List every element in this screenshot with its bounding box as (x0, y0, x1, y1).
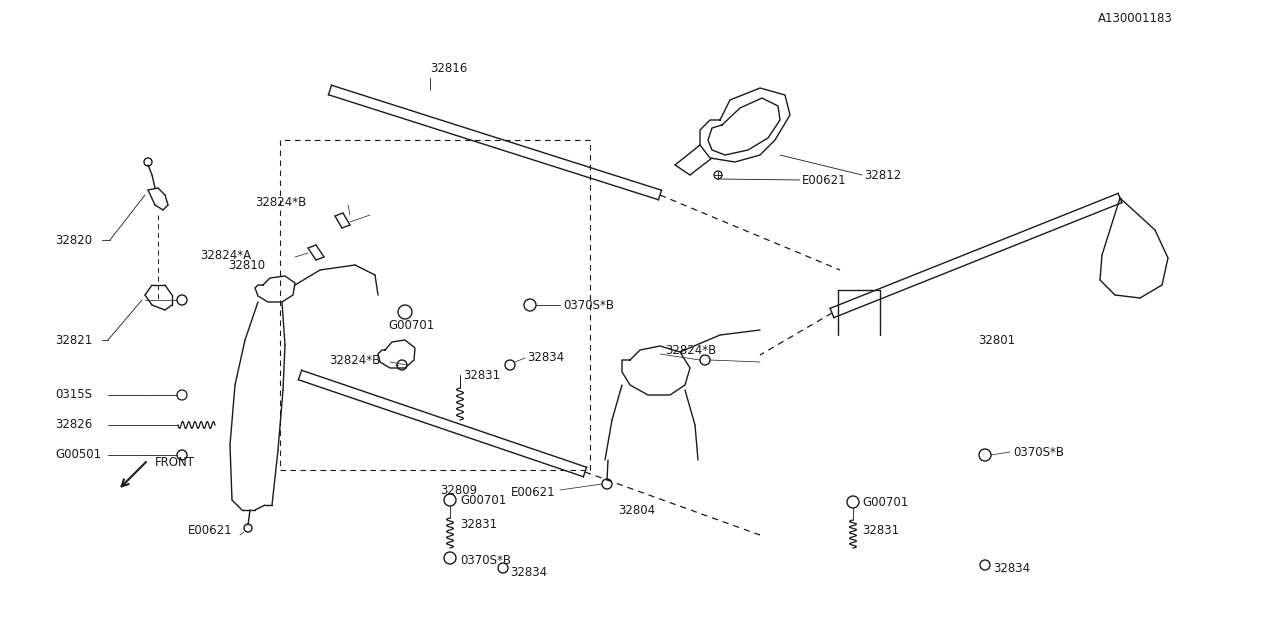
Text: G00701: G00701 (388, 319, 434, 332)
Text: 32834: 32834 (993, 561, 1030, 575)
Text: A130001183: A130001183 (1098, 12, 1172, 24)
Text: G00701: G00701 (460, 493, 507, 506)
Text: 0370S*B: 0370S*B (460, 554, 511, 566)
Text: 0370S*B: 0370S*B (1012, 445, 1064, 458)
Text: 32824*B: 32824*B (329, 353, 380, 367)
Text: 32801: 32801 (978, 333, 1015, 346)
Text: 32824*B: 32824*B (255, 195, 306, 209)
Text: G00701: G00701 (861, 497, 909, 509)
Text: 0370S*B: 0370S*B (563, 298, 614, 312)
Text: 32810: 32810 (228, 259, 265, 271)
Text: E00621: E00621 (803, 173, 846, 186)
Text: 32826: 32826 (55, 419, 92, 431)
Text: 32831: 32831 (460, 518, 497, 531)
Text: FRONT: FRONT (155, 456, 195, 468)
Text: 32831: 32831 (463, 369, 500, 381)
Text: G00501: G00501 (55, 449, 101, 461)
Text: 0315S: 0315S (55, 388, 92, 401)
Text: 32821: 32821 (55, 333, 92, 346)
Text: E00621: E00621 (511, 486, 556, 499)
Text: 32834: 32834 (527, 351, 564, 364)
Text: 32831: 32831 (861, 524, 899, 536)
Text: 32820: 32820 (55, 234, 92, 246)
Text: E00621: E00621 (188, 524, 233, 536)
Text: 32809: 32809 (440, 483, 477, 497)
Text: 32816: 32816 (430, 61, 467, 74)
Text: 32824*A: 32824*A (200, 248, 251, 262)
Text: 32812: 32812 (864, 168, 901, 182)
Text: 32804: 32804 (618, 504, 655, 516)
Text: 32824*B: 32824*B (666, 344, 717, 356)
Text: 32834: 32834 (509, 566, 547, 579)
